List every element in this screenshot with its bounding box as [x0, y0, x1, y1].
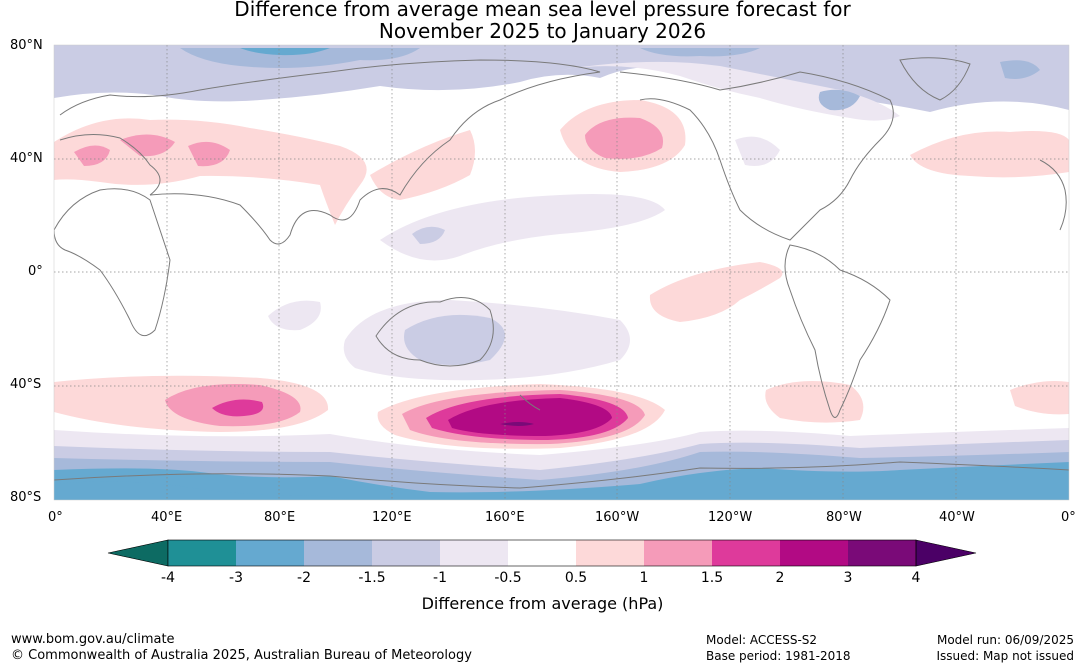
colorbar-bin-9	[712, 540, 780, 566]
colorbar-bin-10	[780, 540, 848, 566]
colorbar-bin-1	[168, 540, 236, 566]
lon-label-160e: 160°E	[485, 510, 525, 525]
gridlines	[54, 45, 1069, 500]
colorbar-tick: 3	[843, 570, 853, 586]
colorbar-tick: 2	[775, 570, 785, 586]
south-pacific-high-core4	[500, 422, 534, 426]
south-pacific-high-core3	[448, 398, 612, 436]
colorbar-bin-2	[236, 540, 304, 566]
europe-core-2	[120, 134, 175, 157]
colorbar-bin-7	[576, 540, 644, 566]
colorbar-high-arrow	[915, 539, 977, 567]
coastlines	[54, 57, 1069, 489]
colorbar-bin-11	[848, 540, 916, 566]
europe-core-1	[74, 145, 110, 166]
antarctic-low-4	[54, 481, 380, 500]
footer-model: Model: ACCESS-S2	[706, 633, 818, 647]
colorbar-tick: 1	[639, 570, 649, 586]
colorbar-tick: -4	[161, 570, 175, 586]
map-title-line2: November 2025 to January 2026	[378, 19, 707, 43]
europe-core-3	[188, 141, 230, 167]
lon-label-80w: 80°W	[826, 510, 862, 525]
lon-label-80e: 80°E	[264, 510, 296, 525]
lon-label-120e: 120°E	[372, 510, 412, 525]
footer-model-run: Model run: 06/09/2025	[936, 633, 1074, 647]
antarctic-low-3	[54, 462, 1069, 500]
lon-label-40w: 40°W	[939, 510, 975, 525]
east-pacific-high	[649, 262, 783, 322]
lat-label-80s: 80°S	[10, 490, 42, 505]
map-field	[54, 45, 1069, 500]
tropical-pacific-low-core	[412, 226, 445, 244]
footer-base-period: Base period: 1981-2018	[706, 649, 851, 663]
south-atlantic-high	[1010, 381, 1069, 415]
colorbar-bin-6	[508, 540, 576, 566]
colorbar-tick: -1.5	[358, 570, 386, 586]
colorbar-tick: 0.5	[564, 570, 588, 586]
colorbar-low-arrow	[107, 539, 169, 567]
footer-left: www.bom.gov.au/climate © Commonwealth of…	[11, 632, 472, 664]
colorbar-tick: 1.5	[700, 570, 724, 586]
lon-label-160w: 160°W	[595, 510, 640, 525]
colorbar-bin-4	[372, 540, 440, 566]
canada-low	[818, 89, 860, 111]
colorbar-bin-5	[440, 540, 508, 566]
colorbar	[107, 539, 977, 567]
south-america-high	[765, 381, 864, 423]
footer-model-info: Model: ACCESS-S2 Base period: 1981-2018	[706, 632, 851, 664]
lat-label-40n: 40°N	[10, 151, 43, 166]
footer-site-link[interactable]: www.bom.gov.au/climate	[11, 632, 175, 647]
colorbar-title: Difference from average (hPa)	[421, 594, 664, 613]
south-indian-high-peak	[212, 399, 264, 417]
lat-label-80n: 80°N	[10, 38, 43, 53]
map-title: Difference from average mean sea level p…	[0, 0, 1085, 42]
colorbar-bin-8	[644, 540, 712, 566]
tropical-pacific-low	[380, 194, 665, 261]
eurasia-high-2	[370, 130, 475, 200]
lon-label-0-left: 0°	[48, 510, 63, 525]
colorbar-tick: -0.5	[494, 570, 522, 586]
map-title-line1: Difference from average mean sea level p…	[234, 0, 851, 21]
lon-label-40e: 40°E	[151, 510, 183, 525]
lon-label-120w: 120°W	[708, 510, 753, 525]
colorbar-tick: -3	[229, 570, 243, 586]
footer-run-info: Model run: 06/09/2025 Issued: Map not is…	[936, 632, 1074, 664]
greenland-low	[1000, 60, 1040, 79]
colorbar-tick: -1	[433, 570, 447, 586]
footer-issued: Issued: Map not issued	[936, 649, 1074, 663]
arctic-low-core-3	[240, 48, 330, 56]
arctic-low-core	[180, 48, 420, 68]
indian-ocean-low	[268, 300, 321, 331]
australia-low-core	[404, 314, 505, 365]
lon-label-0-right: 0°	[1061, 510, 1076, 525]
colorbar-bin-3	[304, 540, 372, 566]
colorbar-tick: 4	[911, 570, 921, 586]
map-border	[53, 44, 1070, 501]
arctic-faint-band	[560, 61, 900, 121]
colorbar-tick: -2	[297, 570, 311, 586]
footer-copyright: © Commonwealth of Australia 2025, Austra…	[11, 648, 472, 663]
lat-label-0: 0°	[28, 264, 43, 279]
north-atlantic-high	[910, 131, 1069, 178]
north-pacific-high-core	[585, 117, 664, 159]
lat-label-40s: 40°S	[10, 377, 42, 392]
